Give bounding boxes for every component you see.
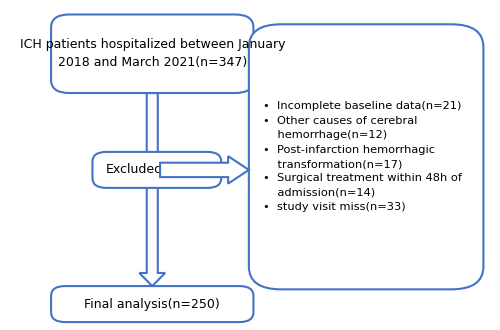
- Polygon shape: [140, 93, 165, 286]
- Text: •  Incomplete baseline data(n=21)
•  Other causes of cerebral
    hemorrhage(n=1: • Incomplete baseline data(n=21) • Other…: [262, 101, 462, 212]
- FancyBboxPatch shape: [51, 15, 254, 93]
- Text: Excluded(n=97): Excluded(n=97): [106, 163, 208, 177]
- FancyBboxPatch shape: [249, 24, 484, 289]
- FancyBboxPatch shape: [51, 286, 254, 322]
- Text: Final analysis(n=250): Final analysis(n=250): [84, 298, 220, 311]
- Text: ICH patients hospitalized between January
2018 and March 2021(n=347): ICH patients hospitalized between Januar…: [20, 38, 285, 70]
- FancyBboxPatch shape: [92, 152, 222, 188]
- Polygon shape: [160, 156, 249, 184]
